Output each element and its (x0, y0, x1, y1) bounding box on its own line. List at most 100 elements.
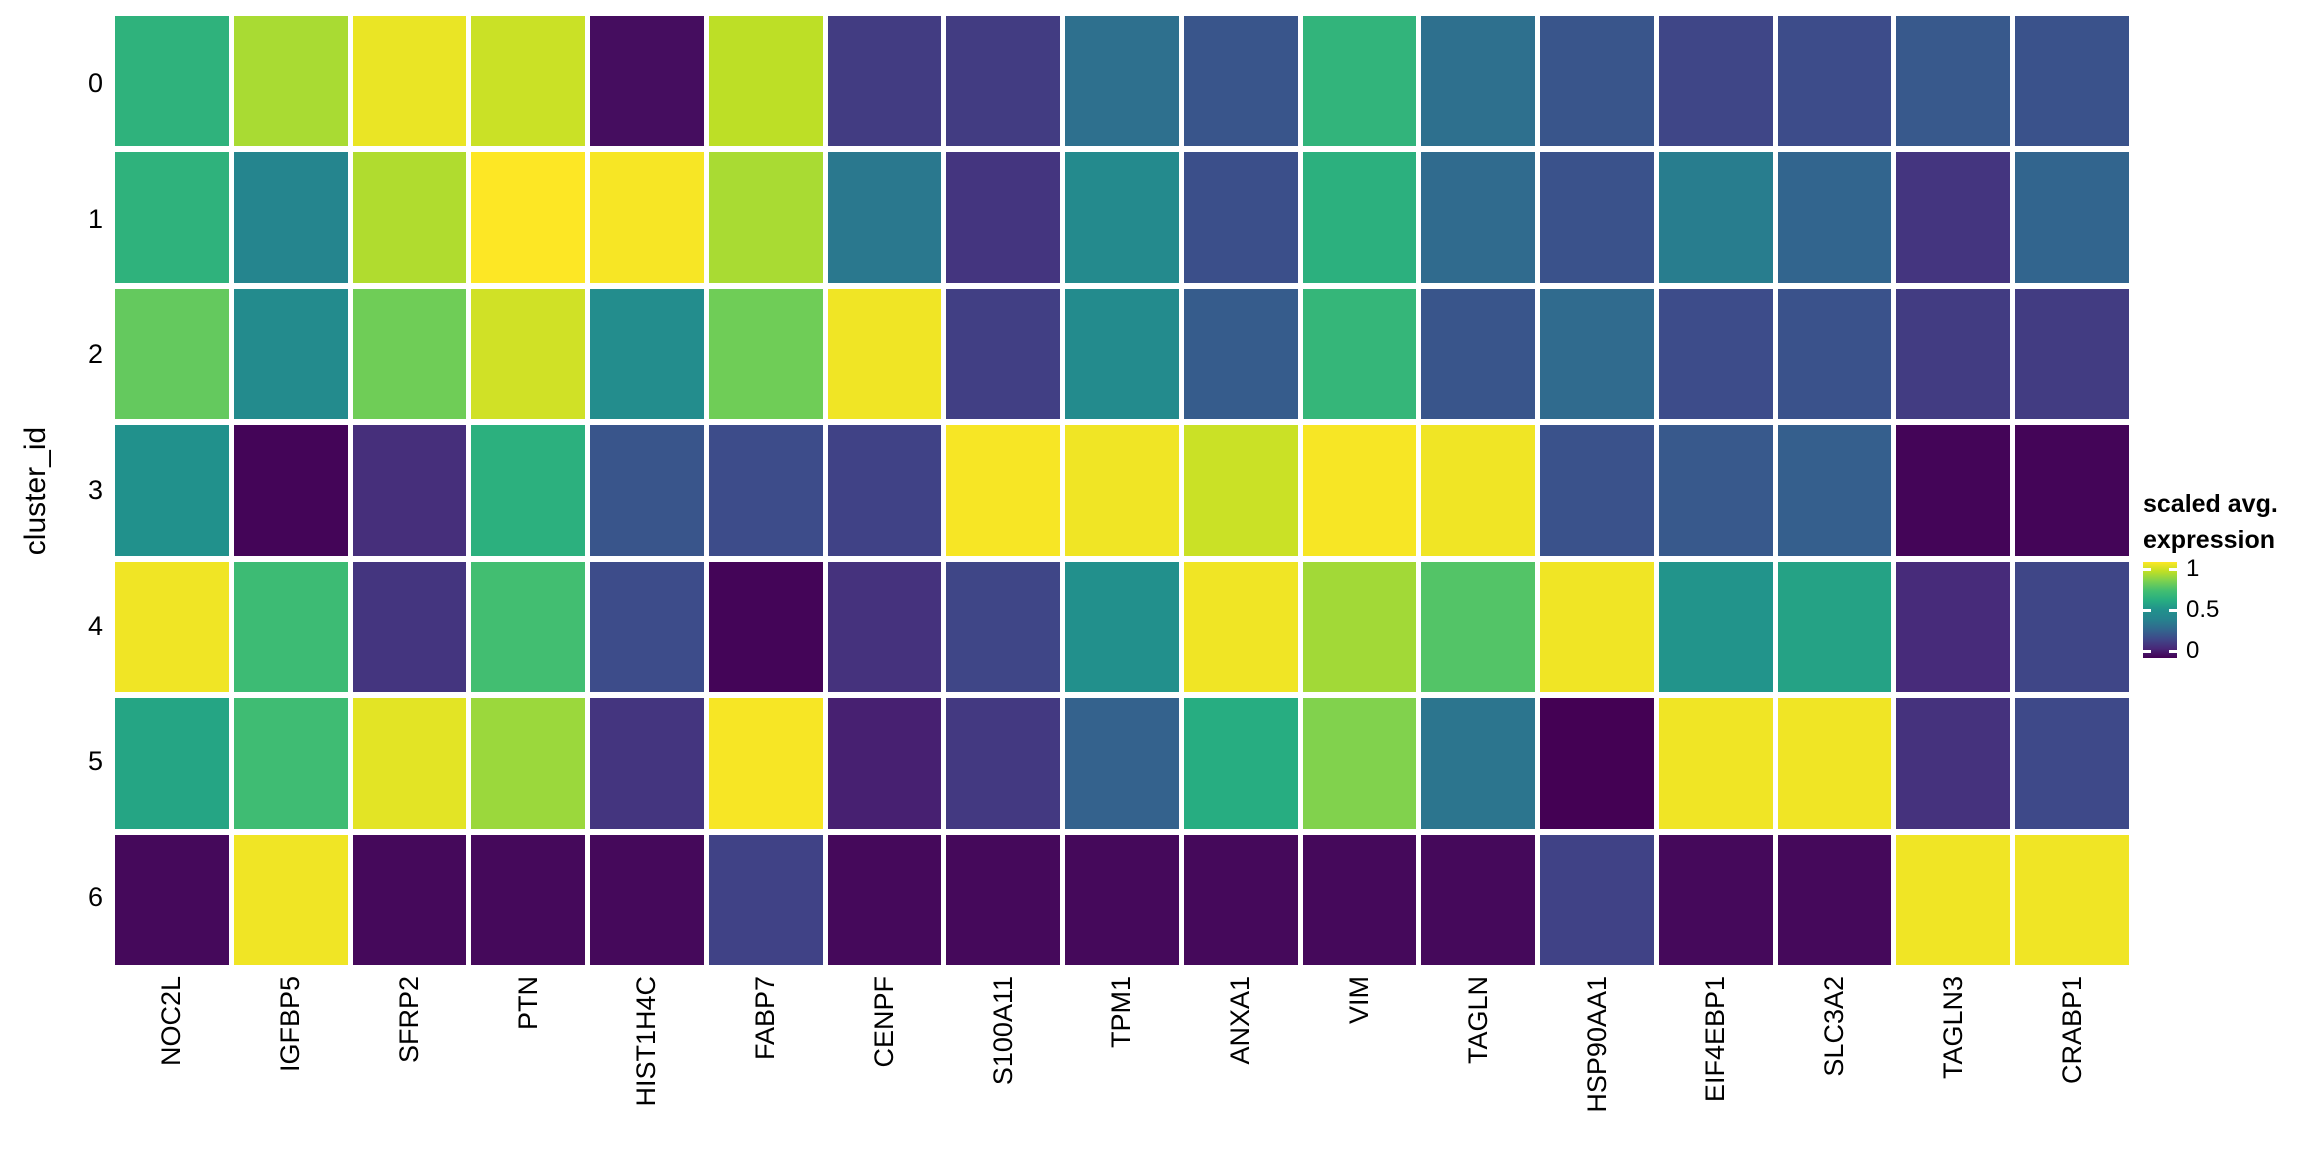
x-tick-label-PTN: PTN (512, 976, 543, 1030)
heatmap-cell-5-TAGLN3 (1896, 698, 2011, 829)
heatmap-cell-6-HIST1H4C (590, 834, 704, 965)
heatmap-cell-3-TAGLN3 (1896, 425, 2011, 556)
heatmap-cell-6-FABP7 (708, 834, 823, 965)
heatmap-cell-5-EIF4EBP1 (1658, 698, 1773, 829)
heatmap-cell-1-EIF4EBP1 (1658, 152, 1773, 283)
heatmap-cell-1-TAGLN (1421, 152, 1536, 283)
heatmap-cell-4-CENPF (827, 561, 942, 693)
x-tick-CRABP1: CRABP1 (2015, 976, 2129, 1152)
legend-title-line-2: expression (2143, 526, 2276, 554)
heatmap-cell-4-TPM1 (1065, 561, 1179, 693)
heatmap-cell-6-NOC2L (115, 834, 229, 965)
heatmap-cell-4-TAGLN3 (1896, 561, 2011, 693)
x-tick-label-ANXA1: ANXA1 (1225, 976, 1256, 1065)
heatmap-cell-2-SLC3A2 (1777, 288, 1892, 420)
heatmap-cell-1-ANXA1 (1183, 152, 1298, 283)
heatmap-cell-0-PTN (471, 16, 586, 147)
heatmap-cell-6-SFRP2 (352, 834, 467, 965)
x-tick-NOC2L: NOC2L (115, 976, 229, 1152)
heatmap-cell-0-ANXA1 (1183, 16, 1298, 147)
heatmap-cell-0-NOC2L (115, 16, 229, 147)
heatmap-cell-5-ANXA1 (1183, 698, 1298, 829)
legend-tick-mark-1-left (2143, 567, 2151, 571)
legend-tick-mark-0.5-left (2143, 608, 2151, 612)
heatmap-cell-4-SFRP2 (352, 561, 467, 693)
legend-tick-label-0.5: 0.5 (2186, 596, 2220, 623)
x-tick-label-NOC2L: NOC2L (156, 976, 187, 1067)
heatmap-cell-3-S100A11 (946, 425, 1061, 556)
heatmap-cell-4-SLC3A2 (1777, 561, 1892, 693)
heatmap-cell-6-ANXA1 (1183, 834, 1298, 965)
heatmap-cell-6-CENPF (827, 834, 942, 965)
heatmap-cell-0-EIF4EBP1 (1658, 16, 1773, 147)
heatmap-cell-3-HIST1H4C (590, 425, 704, 556)
heatmap-cell-4-IGFBP5 (233, 561, 348, 693)
heatmap-cell-4-TAGLN (1421, 561, 1536, 693)
heatmap-cell-2-NOC2L (115, 288, 229, 420)
heatmap-cell-6-SLC3A2 (1777, 834, 1892, 965)
legend-tick-mark-0-right (2169, 649, 2177, 653)
heatmap-cell-6-CRABP1 (2015, 834, 2129, 965)
heatmap-cell-0-S100A11 (946, 16, 1061, 147)
heatmap-cell-1-TPM1 (1065, 152, 1179, 283)
x-tick-label-FABP7: FABP7 (750, 976, 781, 1061)
heatmap-cell-4-CRABP1 (2015, 561, 2129, 693)
heatmap-cell-3-NOC2L (115, 425, 229, 556)
heatmap-cell-2-HIST1H4C (590, 288, 704, 420)
heatmap-cell-2-TPM1 (1065, 288, 1179, 420)
heatmap-cell-6-VIM (1302, 834, 1417, 965)
x-tick-PTN: PTN (471, 976, 585, 1152)
heatmap-cell-1-HIST1H4C (590, 152, 704, 283)
x-tick-TAGLN3: TAGLN3 (1896, 976, 2010, 1152)
heatmap-cell-2-CRABP1 (2015, 288, 2129, 420)
x-tick-label-TPM1: TPM1 (1106, 976, 1137, 1049)
x-tick-SLC3A2: SLC3A2 (1778, 976, 1892, 1152)
heatmap-cell-3-PTN (471, 425, 586, 556)
heatmap-cell-5-TAGLN (1421, 698, 1536, 829)
y-tick-label-1: 1 (87, 203, 103, 234)
heatmap-cell-5-S100A11 (946, 698, 1061, 829)
heatmap-cell-5-HSP90AA1 (1540, 698, 1654, 829)
y-axis-tick-labels: 0 1 2 3 4 5 6 (0, 16, 103, 965)
heatmap-cell-0-TAGLN (1421, 16, 1536, 147)
heatmap-cell-4-HSP90AA1 (1540, 561, 1654, 693)
heatmap-cell-2-EIF4EBP1 (1658, 288, 1773, 420)
heatmap-cell-0-HIST1H4C (590, 16, 704, 147)
heatmap-cell-4-PTN (471, 561, 586, 693)
heatmap-cell-6-TPM1 (1065, 834, 1179, 965)
legend-title-line-1: scaled avg. (2143, 490, 2278, 518)
heatmap-cell-6-TAGLN (1421, 834, 1536, 965)
legend-tick-mark-0.5-right (2169, 608, 2177, 612)
heatmap-cell-1-NOC2L (115, 152, 229, 283)
heatmap-cell-1-CRABP1 (2015, 152, 2129, 283)
x-tick-label-SFRP2: SFRP2 (393, 976, 424, 1064)
heatmap-cell-3-TPM1 (1065, 425, 1179, 556)
heatmap-cell-2-SFRP2 (352, 288, 467, 420)
heatmap-cell-5-VIM (1302, 698, 1417, 829)
heatmap-cell-0-TPM1 (1065, 16, 1179, 147)
heatmap-cell-3-EIF4EBP1 (1658, 425, 1773, 556)
heatmap-cell-2-CENPF (827, 288, 942, 420)
heatmap-cell-0-FABP7 (708, 16, 823, 147)
y-tick-label-5: 5 (87, 746, 103, 777)
y-tick-label-4: 4 (87, 610, 103, 641)
y-tick-label-3: 3 (87, 474, 103, 505)
x-tick-label-EIF4EBP1: EIF4EBP1 (1700, 976, 1731, 1103)
heatmap-cell-2-ANXA1 (1183, 288, 1298, 420)
heatmap-cell-2-IGFBP5 (233, 288, 348, 420)
legend: scaled avg. expression 1 0.5 0 (2143, 486, 2304, 716)
heatmap-cell-2-FABP7 (708, 288, 823, 420)
x-tick-VIM: VIM (1303, 976, 1417, 1152)
heatmap-cell-3-IGFBP5 (233, 425, 348, 556)
heatmap-cell-5-CRABP1 (2015, 698, 2129, 829)
x-tick-label-SLC3A2: SLC3A2 (1819, 976, 1850, 1077)
legend-tick-label-1: 1 (2186, 555, 2200, 582)
x-tick-SFRP2: SFRP2 (353, 976, 467, 1152)
heatmap-cell-0-VIM (1302, 16, 1417, 147)
x-tick-TAGLN: TAGLN (1421, 976, 1535, 1152)
heatmap-cell-3-CRABP1 (2015, 425, 2129, 556)
x-tick-label-HSP90AA1: HSP90AA1 (1581, 976, 1612, 1113)
y-tick-label-6: 6 (87, 881, 103, 912)
x-tick-label-TAGLN3: TAGLN3 (1937, 976, 1968, 1080)
